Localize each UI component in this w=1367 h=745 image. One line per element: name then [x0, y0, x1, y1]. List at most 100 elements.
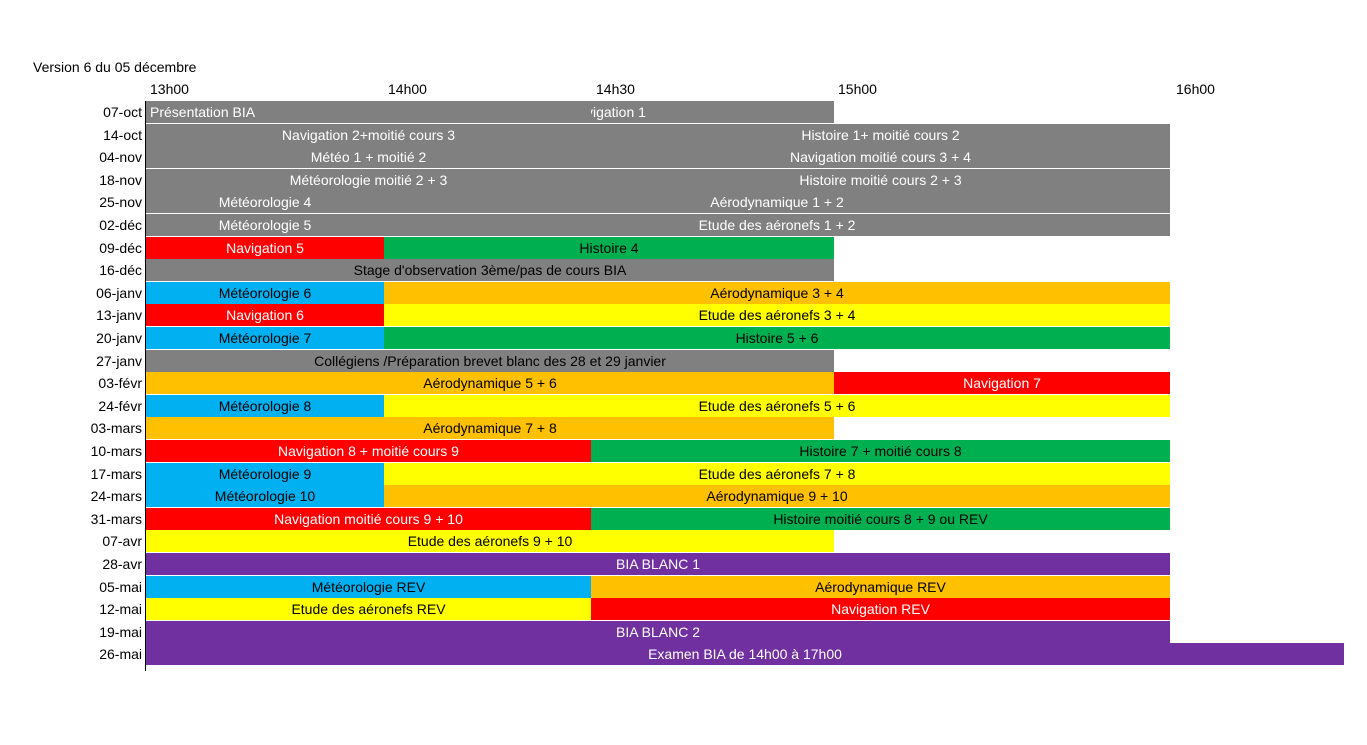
- schedule-block-label: Etude des aéronefs 1 + 2: [698, 217, 856, 233]
- schedule-block: Histoire 4: [384, 237, 834, 259]
- schedule-block-label: Aérodynamique 7 + 8: [423, 420, 557, 436]
- schedule-block-label: Météorologie 7: [218, 330, 312, 346]
- row-date-label: 12-mai: [99, 601, 142, 617]
- schedule-block: Stage d'observation 3ème/pas de cours BI…: [146, 259, 834, 281]
- schedule-block: Météorologie 9: [146, 463, 384, 485]
- schedule-block: Météorologie 4: [146, 191, 384, 213]
- time-label-13h00: 13h00: [150, 81, 189, 97]
- row-date-label: 10-mars: [90, 443, 142, 459]
- schedule-block-label: Aérodynamique 5 + 6: [423, 375, 557, 391]
- schedule-block: Présentation BIA: [146, 101, 591, 123]
- schedule-block: Navigation moitié cours 9 + 10: [146, 508, 591, 530]
- schedule-block: Examen BIA de 14h00 à 17h00: [146, 643, 1344, 665]
- row-date-label: 24-févr: [98, 398, 142, 414]
- schedule-block: Météo 1 + moitié 2: [146, 146, 591, 168]
- schedule-block: Aérodynamique 7 + 8: [146, 417, 834, 439]
- row-date-label: 05-mai: [99, 579, 142, 595]
- schedule-block: Etude des aéronefs 5 + 6: [384, 395, 1170, 417]
- schedule-block-label: Météorologie 8: [218, 398, 312, 414]
- time-label-14h00: 14h00: [388, 81, 427, 97]
- schedule-block: Histoire moitié cours 2 + 3: [591, 169, 1170, 191]
- schedule-block: Histoire 7 + moitié cours 8: [591, 440, 1170, 462]
- row-date-label: 14-oct: [103, 127, 142, 143]
- schedule-block: Navigation 5: [146, 237, 384, 259]
- schedule-block-label: Navigation moitié cours 9 + 10: [274, 511, 463, 527]
- row-date-label: 07-avr: [102, 533, 142, 549]
- schedule-block: Météorologie 5: [146, 214, 384, 236]
- row-date-label: 03-mars: [90, 420, 142, 436]
- schedule-block: Collégiens /Préparation brevet blanc des…: [146, 350, 834, 372]
- schedule-block: BIA BLANC 1: [146, 553, 1170, 575]
- schedule-block: Navigation moitié cours 3 + 4: [591, 146, 1170, 168]
- schedule-block-label: Examen BIA de 14h00 à 17h00: [648, 646, 842, 662]
- schedule-block: Navigation 8 + moitié cours 9: [146, 440, 591, 462]
- schedule-block-label: Présentation BIA: [150, 104, 256, 120]
- schedule-block: Etude des aéronefs 1 + 2: [384, 214, 1170, 236]
- row-date-label: 18-nov: [99, 172, 142, 188]
- version-label: Version 6 du 05 décembre: [33, 59, 197, 75]
- schedule-block-label: Collégiens /Préparation brevet blanc des…: [314, 353, 666, 369]
- schedule-block: Météorologie REV: [146, 576, 591, 598]
- schedule-block-label: Météorologie 6: [218, 285, 312, 301]
- schedule-block: Aérodynamique 1 + 2: [384, 191, 1170, 213]
- schedule-block-label: Histoire moitié cours 8 + 9 ou REV: [773, 511, 988, 527]
- schedule-block: Aérodynamique 3 + 4: [384, 282, 1170, 304]
- schedule-block-label: Météo 1 + moitié 2: [310, 149, 427, 165]
- schedule-block: Etude des aéronefs 3 + 4: [384, 304, 1170, 326]
- schedule-block-label: Stage d'observation 3ème/pas de cours BI…: [353, 262, 627, 278]
- time-label-16h00: 16h00: [1176, 81, 1215, 97]
- schedule-block-label: Etude des aéronefs REV: [291, 601, 446, 617]
- schedule-block-label: Météorologie 10: [214, 488, 316, 504]
- schedule-block-label: Aérodynamique 3 + 4: [710, 285, 844, 301]
- schedule-block: Météorologie 10: [146, 485, 384, 507]
- schedule-block: Aérodynamique 9 + 10: [384, 485, 1170, 507]
- schedule-block-label: Aérodynamique REV: [815, 579, 946, 595]
- time-label-14h30: 14h30: [596, 81, 635, 97]
- schedule-block: BIA BLANC 2: [146, 621, 1170, 643]
- schedule-block: Histoire 5 + 6: [384, 327, 1170, 349]
- schedule-block: Météorologie 8: [146, 395, 384, 417]
- schedule-block-label: Navigation 6: [226, 307, 304, 323]
- schedule-block-label: Histoire moitié cours 2 + 3: [799, 172, 962, 188]
- schedule-block: Etude des aéronefs 9 + 10: [146, 530, 834, 552]
- schedule-block: Aérodynamique 5 + 6: [146, 372, 834, 394]
- schedule-block-label: BIA BLANC 2: [615, 624, 701, 640]
- schedule-block-label: Etude des aéronefs 3 + 4: [698, 307, 856, 323]
- schedule-block: Navigation REV: [591, 598, 1170, 620]
- schedule-block: Histoire 1+ moitié cours 2: [591, 124, 1170, 146]
- schedule-block-label: Aérodynamique 1 + 2: [710, 194, 844, 210]
- schedule-block-label: Météorologie REV: [311, 579, 426, 595]
- row-date-label: 13-janv: [96, 307, 142, 323]
- row-date-label: 16-déc: [99, 262, 142, 278]
- schedule-block: Etude des aéronefs 7 + 8: [384, 463, 1170, 485]
- row-date-label: 24-mars: [90, 488, 142, 504]
- schedule-block-label: BIA BLANC 1: [615, 556, 701, 572]
- row-date-label: 25-nov: [99, 194, 142, 210]
- schedule-block-label: Etude des aéronefs 7 + 8: [698, 466, 856, 482]
- schedule-block: Météorologie moitié 2 + 3: [146, 169, 591, 191]
- schedule-block-label: Météorologie 9: [218, 466, 312, 482]
- date-axis-line: [145, 101, 146, 671]
- row-date-label: 06-janv: [96, 285, 142, 301]
- row-date-label: 28-avr: [102, 556, 142, 572]
- time-label-15h00: 15h00: [838, 81, 877, 97]
- schedule-block: Navigation 7: [834, 372, 1170, 394]
- schedule-block-label: Navigation 8 + moitié cours 9: [278, 443, 459, 459]
- schedule-block-label: Navigation 1: [591, 104, 646, 120]
- schedule-block-label: Météorologie 5: [218, 217, 312, 233]
- schedule-block-label: Histoire 7 + moitié cours 8: [799, 443, 962, 459]
- schedule-block-label: Navigation REV: [831, 601, 930, 617]
- row-date-label: 20-janv: [96, 330, 142, 346]
- row-date-label: 19-mai: [99, 624, 142, 640]
- schedule-block: Météorologie 6: [146, 282, 384, 304]
- row-date-label: 09-déc: [99, 240, 142, 256]
- row-date-label: 04-nov: [99, 149, 142, 165]
- schedule-block-label: Etude des aéronefs 5 + 6: [698, 398, 856, 414]
- schedule-block-label: Navigation 2+moitié cours 3: [281, 127, 456, 143]
- schedule-block: Navigation 6: [146, 304, 384, 326]
- schedule-block: Navigation 2+moitié cours 3: [146, 124, 591, 146]
- row-date-label: 02-déc: [99, 217, 142, 233]
- schedule-block-label: Météorologie moitié 2 + 3: [289, 172, 448, 188]
- schedule-block: Etude des aéronefs REV: [146, 598, 591, 620]
